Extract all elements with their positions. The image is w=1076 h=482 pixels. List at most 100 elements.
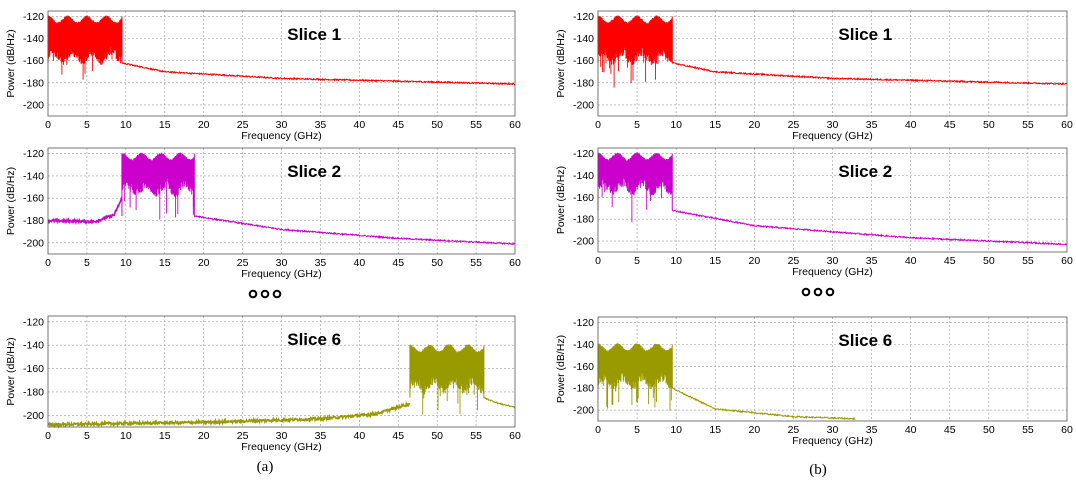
ellipsis-dot (813, 287, 823, 297)
series-floor-right (193, 215, 516, 246)
ellipsis-dot (260, 289, 270, 299)
x-tick-label: 60 (509, 257, 521, 269)
x-tick-label: 45 (392, 257, 404, 269)
series-trace (597, 343, 856, 421)
series-floor-right (483, 396, 516, 409)
x-tick-label: 15 (159, 119, 171, 131)
y-tick-label: -200 (23, 410, 44, 422)
y-tick-label: -160 (573, 361, 594, 373)
x-tick-label: 30 (827, 424, 839, 436)
x-tick-label: 55 (1022, 119, 1034, 131)
x-tick-label: 5 (84, 430, 90, 442)
y-tick-label: -120 (23, 11, 44, 23)
x-tick-label: 10 (120, 257, 132, 269)
x-tick-label: 50 (431, 430, 443, 442)
chart-panel: 0 5 10 15 20 25 30 35 40 45 50 55 60 -120 -140 -160 -180… (5, 10, 521, 142)
x-tick-label: 35 (866, 255, 878, 267)
plot-frame (597, 147, 1068, 253)
x-tick-label: 40 (353, 119, 365, 131)
ellipsis-right (801, 287, 835, 297)
y-tick-label: -180 (573, 383, 594, 395)
series-trace (47, 344, 516, 429)
y-tick-label: -180 (23, 386, 44, 398)
y-tick-label: -200 (573, 405, 594, 417)
x-tick-label: 30 (827, 119, 839, 131)
x-tick-label: 0 (45, 257, 51, 269)
x-tick-label: 10 (670, 119, 682, 131)
ellipsis-dot (248, 289, 258, 299)
chart-panel: 0 5 10 15 20 25 30 35 40 45 50 55 60 -120 -140 -160 -180… (555, 316, 1073, 447)
y-tick-label: -120 (23, 316, 44, 328)
x-tick-label: 40 (353, 257, 365, 269)
x-tick-label: 20 (198, 257, 210, 269)
series-floor-left (47, 400, 411, 429)
x-tick-label: 60 (1061, 119, 1073, 131)
x-tick-label: 10 (670, 255, 682, 267)
x-tick-label: 15 (709, 119, 721, 131)
x-tick-label: 60 (1061, 424, 1073, 436)
plot-frame (597, 316, 1068, 422)
x-tick-label: 40 (905, 424, 917, 436)
ellipsis-dot (825, 287, 835, 297)
x-tick-label: 55 (470, 119, 482, 131)
series-floor-right (121, 62, 516, 86)
caption-b: (b) (809, 462, 827, 478)
x-tick-label: 50 (983, 119, 995, 131)
y-axis-label: Power (dB/Hz) (5, 29, 17, 97)
y-tick-label: -200 (23, 237, 44, 249)
series-trace (47, 15, 516, 86)
plot-frame (597, 10, 1068, 117)
x-tick-label: 25 (788, 424, 800, 436)
y-tick-label: -200 (23, 99, 44, 111)
x-tick-label: 35 (866, 424, 878, 436)
x-tick-label: 15 (159, 257, 171, 269)
y-tick-label: -120 (573, 148, 594, 160)
chart-title: Slice 6 (287, 330, 341, 349)
x-axis-label: Frequency (GHz) (241, 441, 322, 453)
y-tick-label: -180 (23, 77, 44, 89)
y-tick-label: -180 (23, 215, 44, 227)
series-trace (597, 152, 1068, 246)
plot-frame (47, 10, 516, 117)
x-tick-label: 40 (905, 255, 917, 267)
x-tick-label: 25 (788, 119, 800, 131)
y-tick-label: -120 (573, 317, 594, 329)
ellipsis-dot (801, 287, 811, 297)
y-axis-label: Power (dB/Hz) (555, 335, 567, 403)
series-trace (47, 152, 516, 246)
x-axis-label: Frequency (GHz) (792, 435, 873, 447)
x-tick-label: 35 (315, 430, 327, 442)
x-tick-label: 20 (198, 430, 210, 442)
x-tick-label: 40 (905, 119, 917, 131)
x-tick-label: 0 (595, 424, 601, 436)
y-tick-label: -160 (23, 363, 44, 375)
chart-title: Slice 1 (838, 25, 892, 44)
series-floor-right (671, 61, 1068, 86)
y-axis-label: Power (dB/Hz) (5, 167, 17, 235)
x-tick-label: 5 (634, 255, 640, 267)
x-tick-label: 55 (470, 257, 482, 269)
x-tick-label: 50 (983, 424, 995, 436)
y-tick-label: -140 (23, 340, 44, 352)
y-tick-label: -200 (573, 99, 594, 111)
chart-title: Slice 2 (838, 162, 892, 181)
y-tick-label: -140 (23, 170, 44, 182)
chart-title: Slice 2 (287, 162, 341, 181)
y-tick-label: -180 (573, 214, 594, 226)
x-tick-label: 35 (315, 119, 327, 131)
y-axis-label: Power (dB/Hz) (555, 166, 567, 234)
series-band (47, 15, 123, 80)
x-tick-label: 60 (509, 430, 521, 442)
x-tick-label: 45 (944, 119, 956, 131)
y-tick-label: -160 (573, 192, 594, 204)
y-tick-label: -140 (573, 339, 594, 351)
series-band (121, 152, 195, 220)
x-tick-label: 55 (470, 430, 482, 442)
x-tick-label: 35 (315, 257, 327, 269)
caption-a: (a) (257, 459, 274, 475)
x-tick-label: 15 (709, 255, 721, 267)
x-tick-label: 15 (159, 430, 171, 442)
x-tick-label: 20 (748, 424, 760, 436)
x-tick-label: 30 (827, 255, 839, 267)
